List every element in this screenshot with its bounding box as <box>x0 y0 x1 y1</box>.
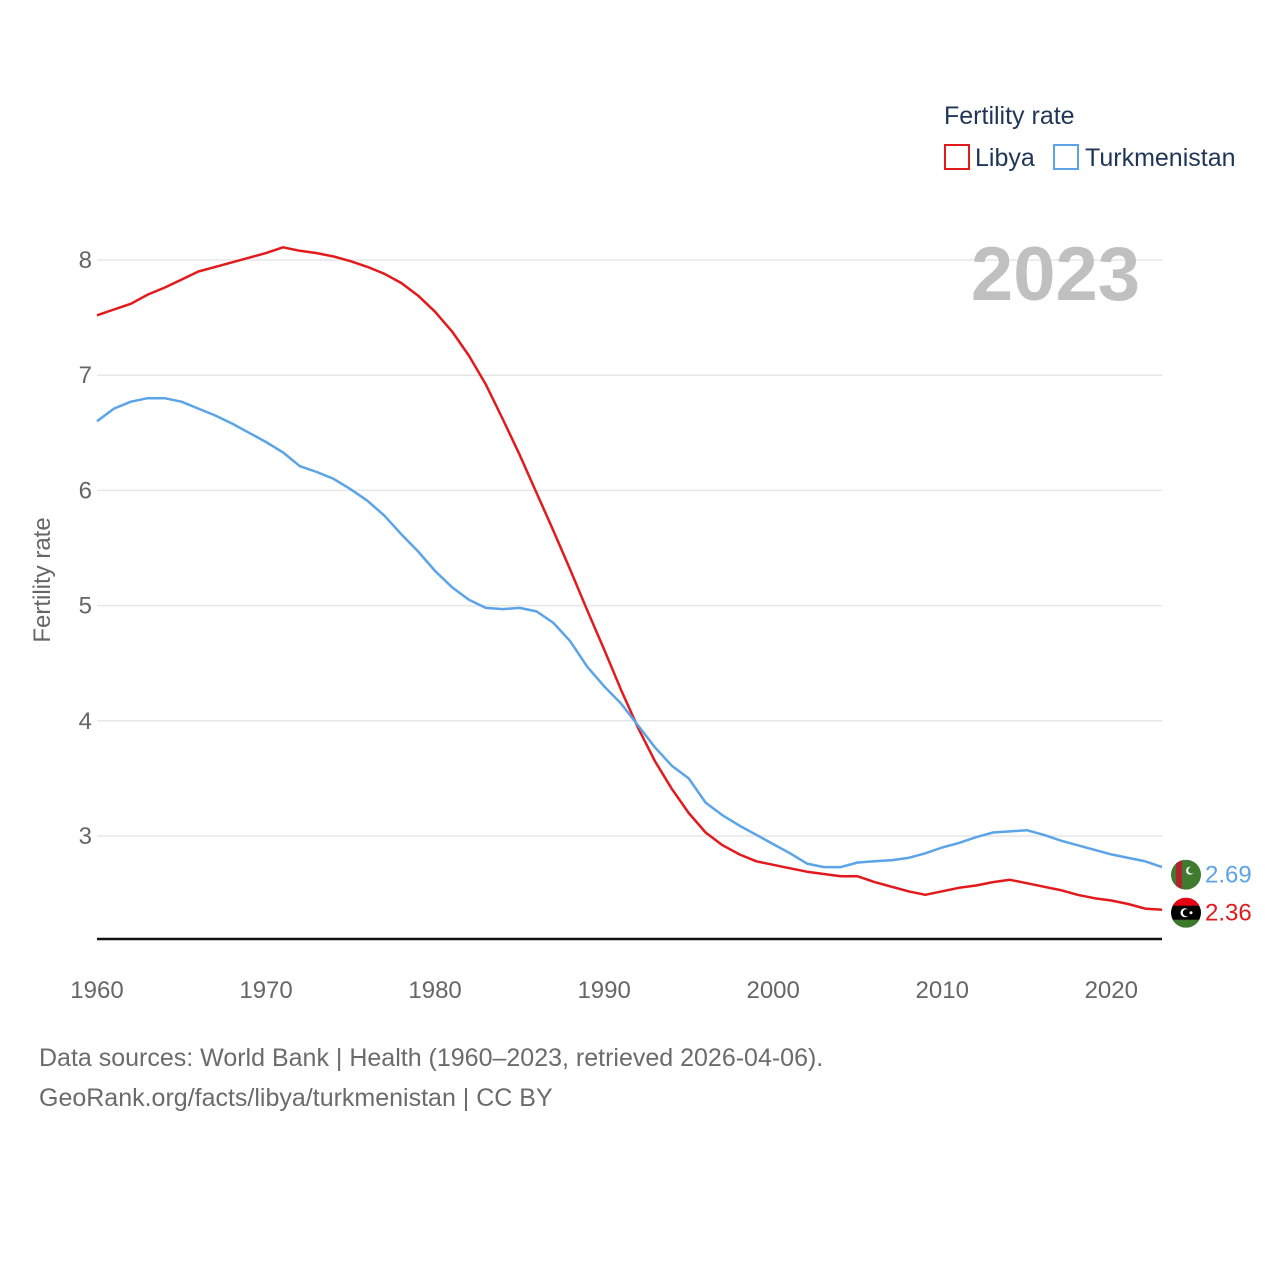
libya-flag-icon <box>1171 897 1201 928</box>
series-lines <box>96 246 1163 911</box>
x-tick-label: 2000 <box>746 977 799 1004</box>
end-value-libya: 2.36 <box>1205 900 1252 927</box>
series-line-turkmenistan[interactable] <box>96 396 1163 869</box>
legend-title: Fertility rate <box>944 102 1075 130</box>
turkmenistan-flag-icon <box>1171 859 1201 890</box>
x-tick-label: 1970 <box>239 977 292 1004</box>
x-tick-label: 1990 <box>577 977 630 1004</box>
y-tick-label: 6 <box>79 477 92 504</box>
gridlines <box>97 259 1162 837</box>
y-tick-label: 3 <box>79 823 92 850</box>
y-axis-ticks: 3 4 5 6 7 8 <box>79 247 92 850</box>
x-tick-label: 1960 <box>70 977 123 1004</box>
x-tick-label: 2020 <box>1085 977 1138 1004</box>
legend-swatch-libya[interactable] <box>944 144 970 170</box>
x-axis-ticks: 1960 1970 1980 1990 2000 2010 2020 <box>70 977 1138 1004</box>
legend: Fertility rate Libya Turkmenistan <box>944 102 1236 172</box>
x-tick-label: 1980 <box>408 977 461 1004</box>
legend-label-turkmenistan[interactable]: Turkmenistan <box>1085 144 1236 172</box>
end-markers: 2.69 2.36 <box>1171 859 1252 928</box>
y-tick-label: 5 <box>79 593 92 620</box>
year-label: 2023 <box>971 232 1140 317</box>
legend-label-libya[interactable]: Libya <box>975 144 1035 172</box>
source-url[interactable]: GeoRank.org/facts/libya/turkmenistan | C… <box>39 1084 553 1112</box>
y-tick-label: 4 <box>79 708 92 735</box>
y-tick-label: 8 <box>79 247 92 274</box>
end-value-turkmenistan: 2.69 <box>1205 862 1252 889</box>
y-tick-label: 7 <box>79 362 92 389</box>
data-source-note: Data sources: World Bank | Health (1960–… <box>39 1044 824 1072</box>
y-axis-label: Fertility rate <box>29 517 56 642</box>
x-tick-label: 2010 <box>916 977 969 1004</box>
series-line-libya[interactable] <box>96 246 1163 911</box>
legend-swatch-turkmenistan[interactable] <box>1053 144 1079 170</box>
